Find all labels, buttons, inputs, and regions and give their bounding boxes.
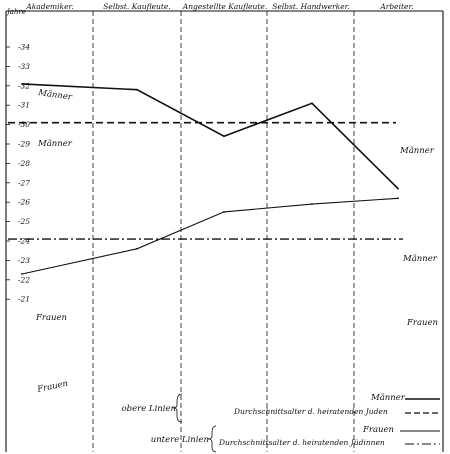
line-labels: Männer Männer Männer Männer Frauen Fraue… — [35, 88, 438, 395]
column-label-selbst-kaufleute: Selbst. Kaufleute. — [103, 2, 170, 11]
legend: obere Linien Männer Durchschnittsalter d… — [122, 393, 440, 453]
data-point-women-1 — [21, 273, 23, 275]
y-tick-label-24: -24 — [18, 237, 30, 246]
legend-upper-solid-text: Männer — [370, 393, 406, 403]
label-women-series-start: Frauen — [36, 379, 69, 395]
series-line-women — [21, 197, 399, 275]
legend-lower-solid-text: Frauen — [362, 425, 394, 435]
label-men-average-right: Männer — [399, 146, 435, 156]
data-point-men-4 — [311, 102, 313, 105]
y-tick-label-27: -27 — [18, 178, 30, 187]
label-women-average-right: Frauen — [406, 318, 438, 328]
y-tick-label-32: -32 — [18, 81, 30, 90]
legend-lower-dashed-text: Durchschnittsalter d. heiratenden Jüdinn… — [218, 438, 385, 447]
column-labels: Akademiker. Selbst. Kaufleute. Angestell… — [25, 2, 413, 11]
y-tick-label-22: -22 — [18, 275, 30, 284]
y-tick-label-26: -26 — [18, 198, 30, 207]
data-point-men-2 — [136, 88, 138, 91]
legend-lower-bracket — [207, 425, 217, 453]
column-label-selbst-handwerker: Selbst. Handwerker. — [272, 2, 350, 11]
data-point-women-4 — [311, 203, 313, 206]
y-tick-label-30: -30 — [18, 120, 30, 129]
chart-frame — [5, 10, 444, 452]
data-point-men-3 — [223, 135, 225, 138]
data-point-men-5 — [397, 187, 399, 190]
data-point-women-2 — [136, 247, 138, 250]
y-tick-label-28: -28 — [18, 159, 30, 168]
column-label-angestellte-kaufleute: Angestellte Kaufleute. — [182, 2, 267, 11]
y-tick-label-21: -21 — [18, 295, 30, 304]
column-label-akademiker: Akademiker. — [25, 2, 73, 11]
y-tick-label-29: -29 — [18, 140, 30, 149]
label-men-series-start: Männer — [37, 88, 74, 103]
column-label-arbeiter: Arbeiter. — [379, 2, 413, 11]
column-dividers — [92, 11, 355, 452]
label-women-average-left: Frauen — [35, 313, 67, 323]
legend-upper-dashed-text: Durchschnittsalter d. heiratenden Juden — [233, 407, 388, 416]
y-axis: -34 -33 -32 -31 -30 -29 -28 -27 -26 -25 -24 -23 -22 -… — [6, 43, 30, 304]
label-men-series-end: Männer — [402, 254, 438, 264]
y-tick-label-31: -31 — [18, 101, 30, 110]
series-line-men — [21, 83, 399, 190]
y-tick-label-34: -34 — [18, 43, 30, 52]
legend-upper-bracket — [172, 393, 183, 423]
y-tick-label-25: -25 — [18, 217, 30, 226]
label-men-average-left: Männer — [37, 139, 73, 149]
data-point-women-3 — [223, 211, 225, 213]
legend-upper-label: obere Linien — [122, 404, 176, 414]
data-point-women-5 — [397, 197, 399, 200]
series-points — [21, 83, 399, 275]
y-tick-label-23: -23 — [18, 256, 30, 265]
legend-lower-label: untere Linien — [151, 435, 209, 445]
y-tick-label-33: -33 — [18, 62, 30, 71]
y-unit-label: Jahre — [5, 8, 26, 16]
data-point-men-1 — [21, 83, 23, 85]
